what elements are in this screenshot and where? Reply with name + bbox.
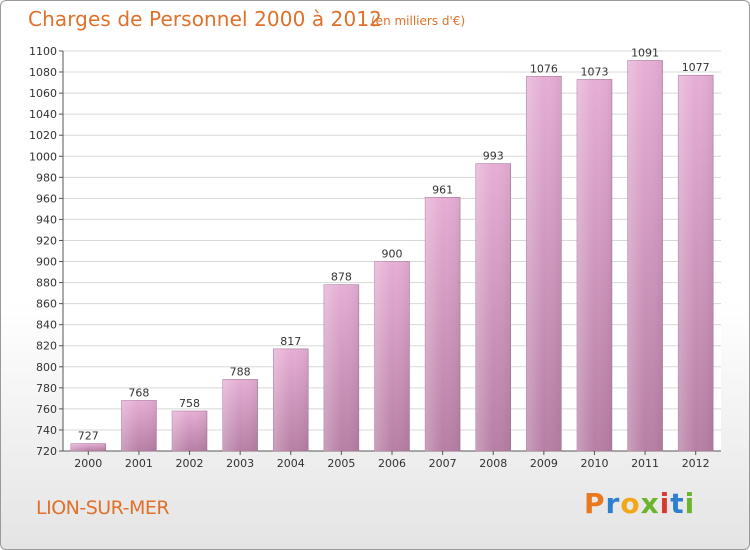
y-tick-label: 860 (36, 298, 57, 311)
bar-shine (222, 379, 258, 451)
bar-shine (121, 400, 157, 451)
y-tick-label: 960 (36, 192, 57, 205)
chart-title: Charges de Personnel 2000 à 2012 (28, 7, 382, 31)
x-tick-label: 2007 (429, 457, 457, 470)
logo-letter: x (640, 487, 660, 520)
data-label: 1073 (580, 65, 608, 78)
x-tick-label: 2005 (327, 457, 355, 470)
y-tick-label: 820 (36, 340, 57, 353)
data-label: 1091 (631, 46, 659, 59)
data-label: 961 (432, 183, 453, 196)
y-tick-label: 800 (36, 361, 57, 374)
y-tick-label: 920 (36, 234, 57, 247)
y-tick-label: 940 (36, 213, 57, 226)
bar-shine (273, 348, 309, 451)
data-label: 993 (483, 150, 504, 163)
bar-shine (678, 75, 714, 452)
y-tick-label: 720 (36, 445, 57, 458)
data-label: 1076 (530, 62, 558, 75)
data-label: 900 (382, 248, 403, 261)
bar-shine (627, 60, 663, 451)
x-tick-label: 2008 (479, 457, 507, 470)
x-tick-label: 2009 (530, 457, 558, 470)
x-tick-label: 2006 (378, 457, 406, 470)
y-tick-label: 780 (36, 382, 57, 395)
y-tick-label: 980 (36, 171, 57, 184)
x-tick-label: 2001 (125, 457, 153, 470)
bar-shine (425, 197, 461, 451)
data-label: 788 (230, 365, 251, 378)
chart-unit: (en milliers d'€) (371, 14, 466, 28)
proxiti-logo: Proxiti (584, 487, 695, 520)
y-tick-label: 900 (36, 256, 57, 269)
y-tick-label: 840 (36, 319, 57, 332)
logo-letter: t (670, 487, 685, 520)
bar-shine (172, 411, 208, 451)
y-tick-label: 760 (36, 403, 57, 416)
data-label: 878 (331, 271, 352, 284)
y-tick-label: 880 (36, 277, 57, 290)
logo-letter: o (620, 487, 641, 520)
logo-letter: i (684, 487, 696, 520)
y-tick-label: 1000 (29, 150, 57, 163)
logo-letter: r (605, 487, 621, 520)
x-tick-label: 2004 (277, 457, 305, 470)
bar-shine (374, 261, 410, 451)
data-label: 1077 (682, 61, 710, 74)
y-tick-label: 1080 (29, 66, 57, 79)
location-name: LION-SUR-MER (36, 497, 170, 519)
logo-letter: i (659, 487, 671, 520)
y-tick-label: 1020 (29, 129, 57, 142)
y-tick-label: 1100 (29, 45, 57, 58)
y-tick-label: 1060 (29, 87, 57, 100)
bar-shine (70, 443, 106, 451)
bar-shine (526, 76, 562, 452)
data-label: 758 (179, 397, 200, 410)
x-tick-label: 2003 (226, 457, 254, 470)
bar-shine (576, 79, 612, 451)
x-tick-label: 2011 (631, 457, 659, 470)
logo-letter: P (584, 487, 606, 520)
data-label: 817 (280, 335, 301, 348)
x-tick-label: 2012 (682, 457, 710, 470)
x-tick-label: 2010 (580, 457, 608, 470)
x-tick-label: 2002 (176, 457, 204, 470)
y-tick-label: 740 (36, 424, 57, 437)
data-label: 768 (128, 386, 149, 399)
data-label: 727 (78, 430, 99, 443)
y-tick-label: 1040 (29, 108, 57, 121)
x-tick-label: 2000 (74, 457, 102, 470)
bar-shine (323, 284, 359, 451)
bar-shine (475, 163, 511, 451)
